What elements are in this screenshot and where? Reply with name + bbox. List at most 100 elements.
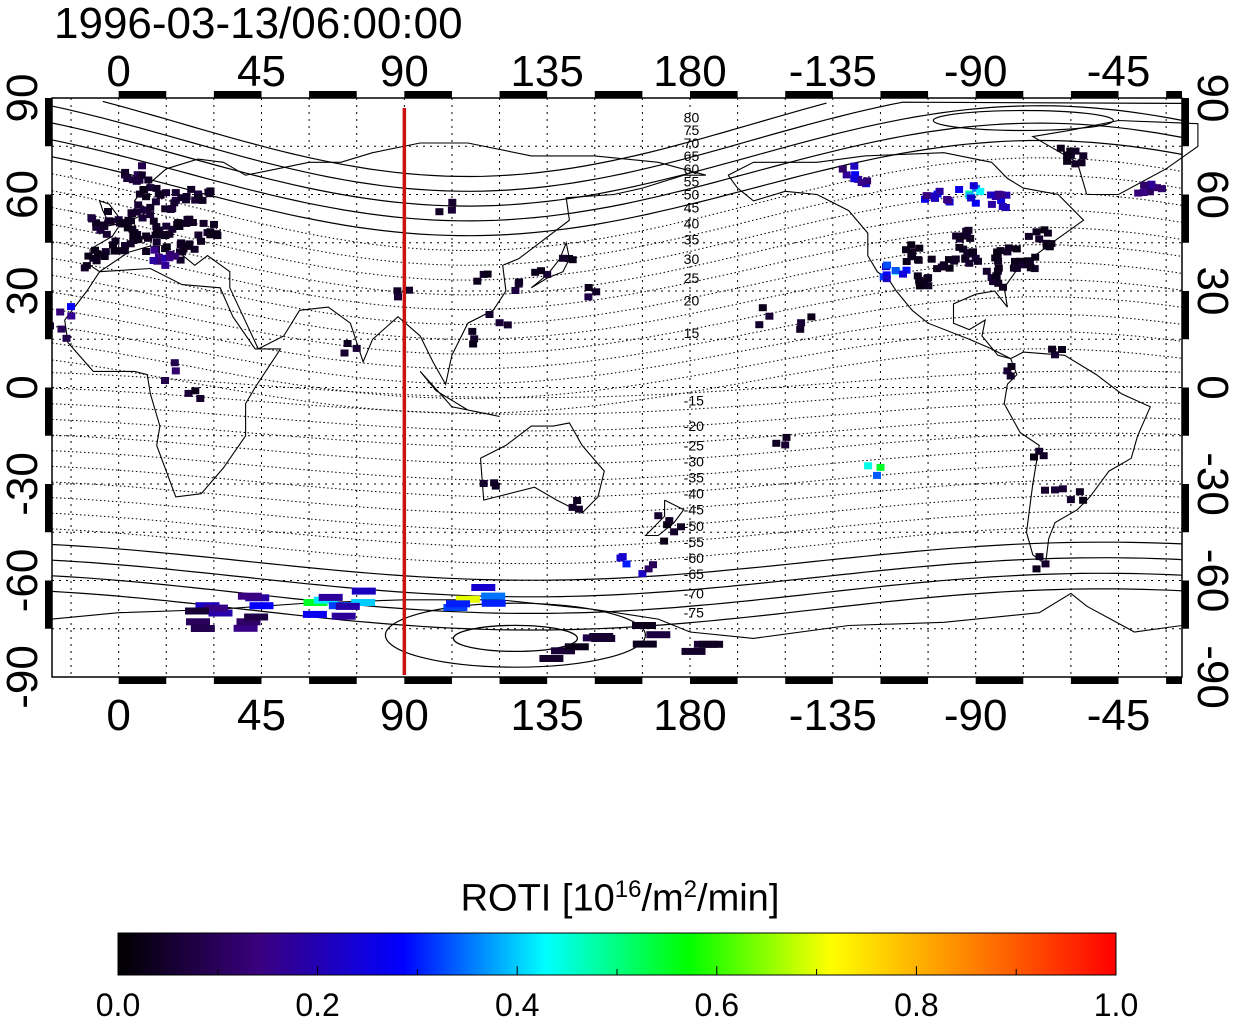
- roti-point: [902, 246, 910, 254]
- bottom-lon-tick-label: 135: [510, 691, 583, 740]
- roti-point: [152, 223, 161, 231]
- roti-point: [1026, 264, 1035, 272]
- roti-point: [1063, 157, 1072, 165]
- coastlines: [51, 119, 1199, 639]
- right-lat-tick-label: 60: [1188, 170, 1237, 219]
- bottom-lon-tick-label: 90: [380, 691, 429, 740]
- axis-bar-top: [118, 91, 167, 98]
- roti-point: [481, 599, 506, 607]
- roti-point: [584, 293, 593, 301]
- roti-point: [153, 229, 161, 237]
- roti-point: [965, 259, 974, 267]
- roti-point: [351, 599, 376, 606]
- roti-point: [161, 205, 170, 213]
- mlat-contour: [51, 463, 1183, 498]
- roti-point: [568, 256, 577, 264]
- roti-point: [111, 237, 120, 245]
- roti-point: [149, 217, 158, 225]
- top-lon-tick-label: 90: [380, 47, 429, 96]
- roti-point: [992, 272, 1001, 280]
- mlat-contour: [51, 432, 1183, 465]
- roti-point: [592, 288, 601, 296]
- roti-point: [1043, 229, 1052, 237]
- mlat-contour: [51, 244, 1183, 325]
- mlat-label: 65: [684, 148, 700, 164]
- roti-point: [537, 267, 545, 275]
- roti-point: [944, 196, 953, 204]
- roti-point: [758, 304, 767, 312]
- roti-point: [128, 176, 137, 184]
- mlat-contour: [51, 370, 1183, 399]
- roti-point: [184, 389, 193, 397]
- roti-point: [471, 584, 496, 591]
- roti-point: [646, 631, 671, 639]
- roti-point: [139, 186, 148, 194]
- roti-point: [67, 303, 75, 311]
- left-lat-tick-label: 0: [0, 375, 47, 399]
- axis-bar-top: [1166, 91, 1182, 98]
- roti-point: [92, 219, 101, 227]
- roti-point: [495, 319, 504, 327]
- roti-point: [955, 186, 964, 193]
- roti-point: [923, 275, 932, 283]
- mlat-label: 70: [684, 135, 700, 151]
- roti-point: [468, 327, 477, 335]
- roti-point: [187, 185, 196, 193]
- roti-point: [772, 439, 781, 447]
- roti-point: [914, 256, 923, 264]
- mlat-label: 25: [684, 270, 700, 286]
- roti-point: [882, 271, 891, 279]
- roti-point: [183, 215, 192, 223]
- roti-point: [796, 325, 805, 333]
- roti-point: [161, 245, 170, 253]
- bottom-lon-tick-label: -90: [944, 691, 1008, 740]
- axis-bar-top: [309, 91, 357, 98]
- coastline-path: [419, 371, 500, 418]
- roti-point: [1079, 496, 1088, 504]
- roti-point: [1079, 152, 1088, 160]
- mlat-contour: [51, 122, 1183, 222]
- roti-point: [986, 191, 995, 199]
- roti-point: [318, 593, 343, 601]
- roti-point: [473, 277, 482, 285]
- roti-point: [955, 243, 964, 251]
- roti-point: [132, 236, 141, 244]
- mlat-label: -40: [684, 486, 704, 502]
- roti-point: [1003, 367, 1012, 375]
- colorbar-tick-label: 0.2: [295, 987, 339, 1023]
- roti-point: [782, 433, 791, 441]
- axis-bar-right: [1182, 387, 1189, 436]
- roti-point: [1024, 232, 1033, 240]
- roti-point: [1041, 486, 1049, 494]
- colorbar-title: ROTI [1016/m2/min]: [0, 868, 1240, 921]
- axis-bar-bottom: [1166, 677, 1182, 684]
- roti-point: [933, 265, 942, 273]
- left-lat-tick-label: -60: [0, 549, 47, 613]
- roti-point: [998, 203, 1007, 210]
- roti-point: [481, 592, 506, 600]
- roti-point: [92, 257, 101, 265]
- roti-point: [87, 214, 96, 222]
- roti-point: [165, 230, 174, 238]
- top-lon-tick-label: 135: [510, 47, 583, 96]
- roti-point: [170, 199, 179, 207]
- mlat-label: -20: [684, 418, 704, 434]
- roti-point: [670, 528, 679, 536]
- roti-point: [1003, 248, 1012, 256]
- roti-point: [182, 193, 191, 200]
- coastline-path: [644, 499, 685, 537]
- roti-point: [1139, 189, 1148, 196]
- roti-point: [1077, 159, 1086, 167]
- roti-point: [133, 171, 142, 179]
- roti-point: [302, 610, 327, 618]
- mlat-contour: [51, 101, 1183, 192]
- mlat-contour: [51, 417, 1183, 449]
- roti-point: [543, 270, 552, 278]
- roti-point: [765, 312, 774, 320]
- roti-point: [935, 187, 944, 195]
- roti-point: [963, 231, 972, 239]
- roti-point: [109, 241, 117, 249]
- roti-point: [121, 168, 130, 176]
- axis-bar-top: [404, 91, 452, 98]
- roti-point: [146, 211, 155, 219]
